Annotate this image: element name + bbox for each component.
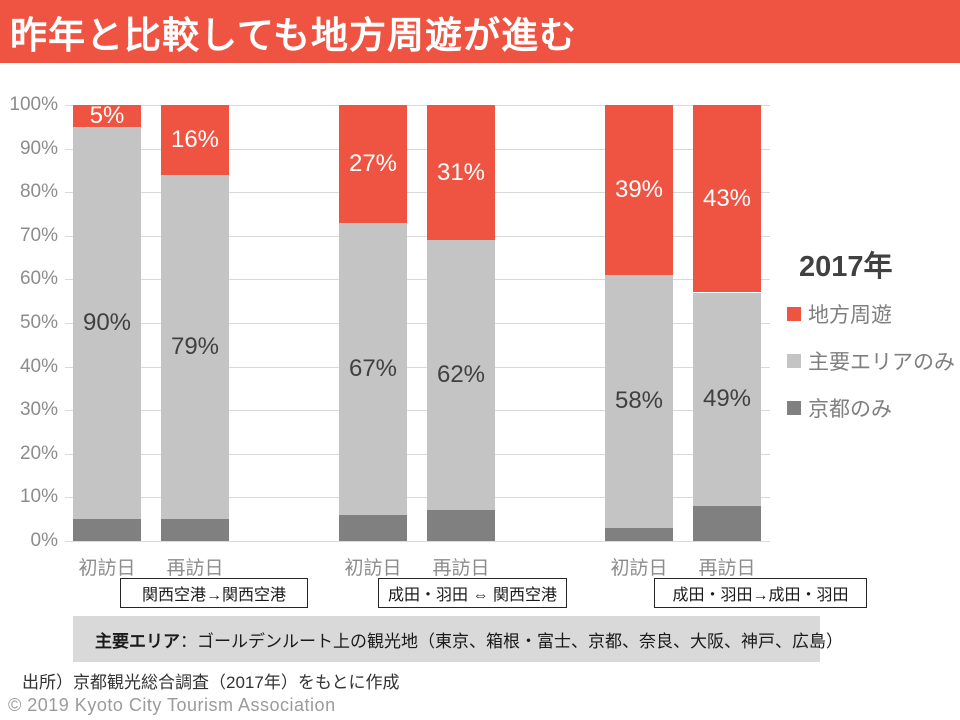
x-axis-category-label: 初訪日 <box>78 558 136 579</box>
gridline <box>65 105 770 106</box>
y-axis-tick-label: 80% <box>19 181 58 203</box>
gridline <box>65 323 770 324</box>
bar-segment-主要エリアのみ: 90% <box>73 126 141 520</box>
group-label-box: 成田・羽田 ⇔ 関西空港 <box>378 578 567 608</box>
gridline <box>65 279 770 281</box>
group-label-box: 成田・羽田→成田・羽田 <box>654 578 867 608</box>
legend-swatch-icon <box>787 354 801 368</box>
legend-title: 2017年 <box>799 251 893 283</box>
y-axis-tick-label: 50% <box>19 312 58 333</box>
group-label-box: 関西空港→関西空港 <box>120 578 308 608</box>
note-lead: 主要エリア <box>95 631 180 651</box>
gridline <box>65 366 770 368</box>
bar-value-label: 39% <box>614 176 664 204</box>
legend-row: 地方周遊 <box>787 299 957 329</box>
page-title: 昨年と比較しても地方周遊が進む <box>10 14 578 56</box>
legend-items: 地方周遊主要エリアのみ 京都のみ <box>787 299 957 423</box>
bar-value-label: 67% <box>348 354 398 382</box>
bar-value-label: 5% <box>89 101 125 129</box>
bar-value-label: 16% <box>170 125 220 153</box>
bar-segment-主要エリアのみ: 67% <box>339 222 407 515</box>
y-axis-tick-label: 40% <box>19 355 58 377</box>
legend-row: 主要エリアのみ <box>787 346 957 376</box>
bar-segment-京都のみ <box>427 510 495 541</box>
legend-swatch-icon <box>787 307 801 321</box>
x-axis-category-label: 初訪日 <box>344 558 402 579</box>
bar-segment-京都のみ <box>73 519 141 541</box>
bar-value-label: 49% <box>702 385 752 413</box>
slide-title-bar: 昨年と比較しても地方周遊が進む <box>0 0 960 63</box>
gridline <box>65 235 770 237</box>
gridline <box>65 541 770 542</box>
bar-value-label: 90% <box>82 309 132 336</box>
copyright-text: © 2019 Kyoto City Tourism Association <box>8 695 336 715</box>
note-text: ：ゴールデンルート上の観光地（東京、箱根・富士、京都、奈良、大阪、神戸、広島） <box>180 631 843 651</box>
gridline <box>65 453 770 455</box>
stacked-bar-chart: 0% 10% 20% 30% 40% 50% 60% 70% 80% 90% 100% 90% 5% 初訪… <box>9 94 867 608</box>
x-axis-category-label: 再訪日 <box>698 558 756 579</box>
legend-label: 地方周遊 <box>808 304 892 327</box>
note-band: 主要エリア ：ゴールデンルート上の観光地（東京、箱根・富士、京都、奈良、大阪、神戸… <box>73 616 843 662</box>
y-axis-tick-label: 30% <box>19 399 58 421</box>
bar-segment-主要エリアのみ: 49% <box>693 292 761 507</box>
bar-value-label: 43% <box>702 184 752 212</box>
y-axis-tick-label: 90% <box>19 137 58 159</box>
x-axis-category-label: 再訪日 <box>432 558 490 579</box>
chart-legend: 2017年 地方周遊主要エリアのみ 京都のみ <box>787 243 957 440</box>
gridline <box>65 410 770 412</box>
bar-segment-京都のみ <box>693 506 761 541</box>
bar-segment-主要エリアのみ: 62% <box>427 240 495 511</box>
bar-segment-地方周遊: 39% <box>605 105 673 276</box>
y-axis-tick-label: 100% <box>9 94 58 115</box>
legend-row: 京都のみ <box>787 393 957 423</box>
bar-segment-地方周遊: 27% <box>339 105 407 223</box>
x-axis-category-label: 再訪日 <box>166 558 224 579</box>
legend-label: 京都のみ <box>808 398 892 421</box>
gridline <box>65 148 770 150</box>
bar-value-label: 27% <box>348 149 398 177</box>
bar-segment-主要エリアのみ: 79% <box>161 174 229 520</box>
gridline <box>65 192 770 194</box>
bar-value-label: 62% <box>436 361 486 389</box>
bar-segment-地方周遊: 43% <box>693 105 761 293</box>
bar-value-label: 31% <box>436 158 486 186</box>
legend-label: 主要エリアのみ <box>808 351 955 374</box>
source-note: 出所）京都観光総合調査（2017年）をもとに作成 <box>22 673 400 692</box>
y-axis-tick-label: 20% <box>19 442 58 464</box>
bar-value-label: 58% <box>614 387 664 415</box>
y-axis-tick-label: 0% <box>30 530 58 551</box>
y-axis-tick-label: 60% <box>19 268 58 290</box>
bar-segment-京都のみ <box>339 514 407 541</box>
bar-segment-京都のみ <box>605 527 673 541</box>
y-axis-tick-label: 10% <box>19 486 58 508</box>
bar-segment-京都のみ <box>161 519 229 541</box>
legend-swatch-icon <box>787 401 801 415</box>
bar-segment-地方周遊: 16% <box>161 105 229 175</box>
bar-segment-地方周遊: 31% <box>427 105 495 241</box>
bar-segment-主要エリアのみ: 58% <box>605 275 673 528</box>
bar-value-label: 79% <box>170 332 220 360</box>
gridline <box>65 497 770 499</box>
bar-segment-地方周遊: 5% <box>73 101 141 129</box>
y-axis-tick-label: 70% <box>19 224 58 246</box>
x-axis-category-label: 初訪日 <box>610 558 668 579</box>
